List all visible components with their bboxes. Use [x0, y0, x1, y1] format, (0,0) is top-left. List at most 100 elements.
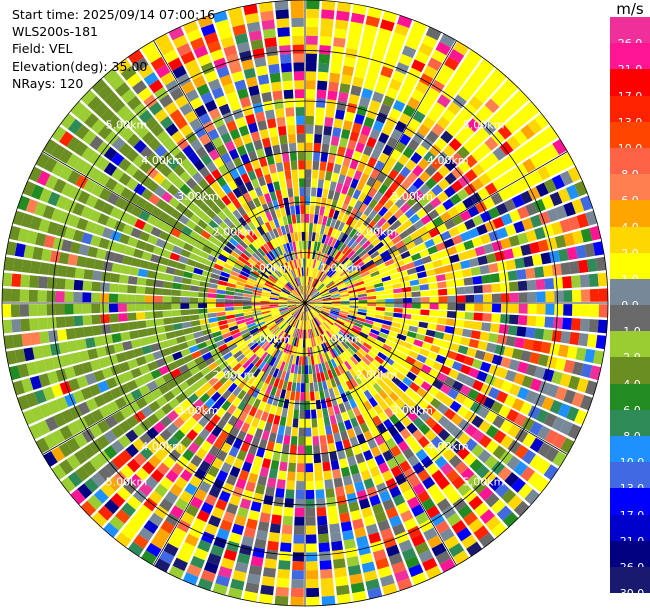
range-gate-cell [168, 397, 180, 410]
range-gate-cell [302, 294, 305, 303]
range-gate-cell [282, 380, 288, 391]
range-gate-cell [224, 140, 236, 152]
range-gate-cell [349, 573, 364, 585]
range-gate-cell [280, 452, 289, 463]
range-gate-cell [333, 558, 346, 569]
range-gate-cell [336, 265, 345, 274]
range-gate-cell [162, 303, 172, 310]
range-gate-cell [165, 512, 180, 527]
range-gate-cell [287, 305, 297, 309]
range-gate-cell [410, 314, 421, 321]
range-gate-cell [95, 248, 107, 260]
range-gate-cell [408, 564, 424, 578]
range-gate-cell [484, 182, 498, 196]
range-gate-cell [76, 217, 89, 231]
range-gate-cell [424, 238, 436, 249]
range-gate-cell [247, 221, 257, 231]
range-gate-cell [321, 586, 335, 597]
range-gate-cell [138, 384, 151, 396]
range-gate-cell [429, 289, 439, 296]
range-gate-cell [485, 439, 500, 454]
range-gate-cell [125, 148, 139, 163]
range-gate-cell [313, 328, 318, 337]
range-gate-cell [174, 268, 185, 277]
range-gate-cell [176, 335, 187, 344]
range-gate-cell [59, 459, 74, 475]
range-gate-cell [365, 70, 379, 83]
range-gate-cell [334, 250, 342, 260]
range-gate-cell [451, 214, 464, 226]
range-gate-cell [378, 195, 389, 206]
range-gate-cell [269, 303, 279, 305]
range-gate-cell [360, 252, 370, 261]
range-gate-cell [368, 233, 378, 244]
range-gate-cell [168, 26, 185, 41]
range-gate-cell [174, 497, 189, 511]
range-gate-cell [191, 350, 202, 360]
range-gate-cell [506, 135, 521, 151]
range-gate-cell [113, 470, 128, 485]
range-gate-cell [302, 276, 304, 286]
range-gate-cell [411, 344, 422, 354]
range-gate-cell [372, 45, 387, 57]
radar-ray [305, 303, 559, 481]
range-gate-cell [43, 357, 56, 372]
range-gate-cell [326, 433, 335, 444]
range-gate-cell [417, 102, 431, 116]
range-gate-cell [330, 218, 337, 228]
range-gate-cell [457, 482, 472, 497]
range-gate-cell [430, 252, 441, 262]
range-gate-cell [143, 497, 158, 512]
range-gate-cell [252, 228, 262, 238]
range-gate-cell [89, 135, 104, 151]
range-gate-cell [172, 351, 183, 361]
range-gate-cell [295, 268, 300, 278]
range-gate-cell [474, 502, 489, 517]
range-gate-cell [405, 356, 416, 365]
range-gate-cell [81, 444, 96, 460]
range-gate-cell [298, 303, 305, 310]
range-gate-cell [313, 303, 323, 305]
range-gate-cell [197, 341, 208, 350]
range-gate-cell [355, 453, 366, 464]
range-gate-cell [156, 264, 168, 273]
range-gate-cell [233, 350, 243, 359]
range-gate-cell [161, 249, 172, 259]
range-gate-cell [296, 300, 305, 303]
range-gate-cell [264, 221, 273, 232]
range-gate-cell [316, 242, 321, 252]
range-gate-cell [252, 312, 262, 317]
range-gate-cell [265, 211, 273, 222]
range-gate-cell [277, 125, 287, 136]
range-gate-cell [428, 227, 440, 238]
range-gate-cell [192, 196, 204, 208]
range-gate-cell [161, 403, 173, 415]
range-gate-cell [271, 290, 280, 295]
range-gate-cell [74, 267, 85, 279]
range-gate-cell [44, 174, 59, 190]
range-gate-cell [98, 404, 112, 419]
range-gate-cell [190, 139, 203, 152]
range-gate-cell [187, 152, 200, 165]
range-gate-cell [91, 409, 104, 423]
range-gate-cell [242, 306, 252, 310]
range-gate-cell [159, 550, 175, 565]
range-gate-cell [120, 187, 133, 200]
range-gate-cell [366, 419, 376, 430]
range-gate-cell [243, 403, 252, 414]
range-gate-cell [439, 211, 452, 223]
range-gate-cell [424, 357, 436, 368]
range-gate-cell [394, 23, 410, 37]
range-gate-cell [469, 133, 484, 148]
range-gate-cell [448, 368, 460, 380]
range-gate-cell [314, 336, 319, 346]
azimuth-spoke [42, 151, 306, 304]
range-gate-cell [223, 422, 234, 434]
range-gate-cell [234, 79, 247, 91]
range-gate-cell [185, 376, 197, 387]
range-gate-cell [344, 235, 352, 246]
range-gate-cell [163, 204, 175, 216]
range-gate-cell [271, 347, 279, 357]
range-gate-cell [490, 400, 504, 414]
range-gate-cell [291, 291, 299, 298]
